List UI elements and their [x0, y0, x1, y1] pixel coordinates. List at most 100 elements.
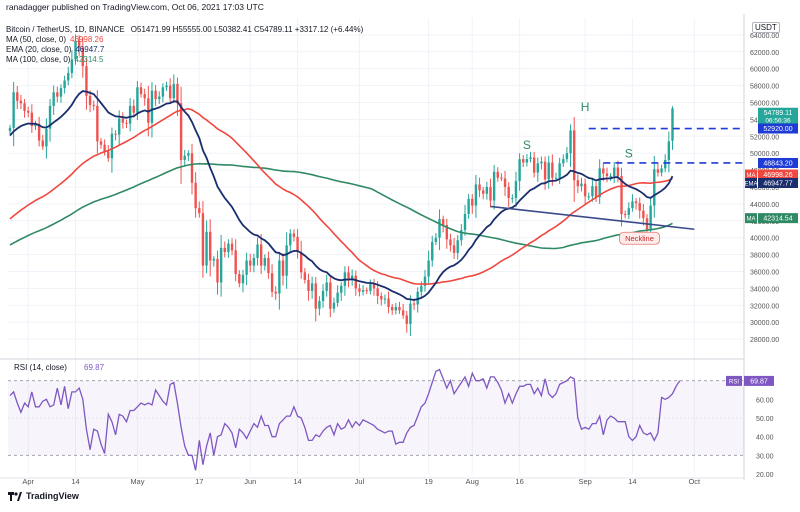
price-tick-label: 64000.00 [750, 33, 779, 40]
ma100-legend[interactable]: MA (100, close, 0) 42314.5 [6, 55, 103, 64]
candle-body [409, 303, 412, 324]
candle-body [511, 197, 514, 199]
candle-body [143, 94, 146, 99]
candle-body [128, 105, 132, 124]
pattern-annotations: Neckline S H S [490, 100, 744, 245]
candle-body [274, 291, 277, 294]
candle-body [547, 162, 550, 180]
price-label: 46947.77 [763, 180, 792, 187]
candle-body [522, 159, 525, 163]
candle-body [16, 92, 19, 101]
candle-body [449, 239, 452, 246]
price-tick-label: 32000.00 [750, 303, 779, 310]
candle-body [230, 243, 234, 251]
candle-body [518, 159, 521, 182]
candle-body [300, 252, 303, 273]
candle-body [136, 87, 139, 113]
price-label-bg [758, 157, 798, 168]
price-label-bg [758, 213, 798, 224]
candle-body [114, 133, 117, 135]
candle-body [638, 203, 641, 211]
candle-body [161, 87, 165, 97]
candle-body [59, 88, 63, 97]
candle-body [358, 288, 361, 292]
candle-body [238, 274, 241, 284]
candle-body [478, 184, 481, 191]
candle-body [77, 40, 81, 48]
candle-body [543, 161, 547, 180]
candle-body [660, 168, 663, 173]
candle-body [310, 283, 314, 291]
candle-body [576, 180, 580, 187]
candle-body [500, 177, 503, 179]
candle-body [350, 275, 354, 280]
price-tick-label: 50000.00 [750, 151, 779, 158]
candle-body [573, 130, 576, 181]
candle-body [245, 260, 248, 275]
time-tick-label: 14 [293, 477, 301, 486]
ma50-legend[interactable]: MA (50, close, 0) 46998.26 [6, 35, 103, 44]
candle-body [482, 190, 485, 194]
price-axis[interactable]: 28000.00 30000.00 32000.00 34000.00 36000.00… [743, 0, 800, 512]
candle-body [507, 187, 510, 198]
candle-body [474, 184, 478, 206]
candle-body [121, 118, 125, 123]
rsi-title: RSI (14, close) [14, 363, 67, 372]
ma50-line [9, 107, 673, 285]
candle-body [412, 303, 416, 305]
candle-body [347, 272, 350, 280]
candle-body [96, 105, 99, 142]
rsi-tick-label: 20.00 [756, 472, 774, 479]
ma50-legend-value: 46998.26 [70, 35, 104, 44]
candle-body [158, 96, 161, 100]
candle-body [336, 292, 339, 303]
ohlc-values: O51471.99 H55555.00 L50382.41 C54789.11 … [130, 25, 364, 34]
candle-body [503, 178, 507, 187]
candle-body [616, 167, 620, 177]
price-tick-label: 60000.00 [750, 67, 779, 74]
candle-body [540, 161, 543, 164]
candle-body [252, 257, 256, 266]
candle-body [623, 214, 627, 216]
candle-body [263, 257, 266, 266]
ema20-legend[interactable]: EMA (20, close, 0) 46947.7 [6, 45, 104, 54]
candle-body [318, 301, 321, 309]
rsi-axis-prefix: RSI [729, 379, 739, 385]
candle-body [496, 171, 499, 178]
candle-body [401, 310, 405, 316]
pattern-label: S [625, 146, 633, 160]
candle-body [56, 92, 59, 97]
candle-body [551, 162, 554, 178]
candle-body [591, 186, 594, 197]
candle-body [183, 155, 186, 160]
candle-body [441, 219, 445, 226]
candle-body [81, 47, 84, 67]
candle-body [642, 210, 645, 219]
price-label-countdown: 06:56:36 [765, 118, 791, 125]
time-tick-label: Sep [578, 477, 591, 486]
rsi-tick-label: 50.00 [756, 416, 774, 423]
tradingview-logo[interactable]: TradingView [8, 491, 79, 501]
price-label: 52920.00 [763, 126, 792, 133]
price-tick-label: 56000.00 [750, 101, 779, 108]
candle-body [223, 247, 226, 253]
candle-body [307, 279, 310, 291]
candle-body [438, 219, 441, 238]
candle-body [52, 92, 55, 106]
candle-body [456, 240, 459, 253]
currency-badge[interactable]: USDT [752, 22, 780, 33]
candle-body [187, 153, 190, 156]
candle-body [209, 231, 212, 261]
candle-body [416, 291, 419, 305]
price-label-bg [758, 169, 798, 180]
rsi-axis-prefix-bg [726, 375, 742, 386]
time-axis[interactable]: Apr 14 May 17 Jun 14 Jul 19 Aug 16 Sep 14 Oct [0, 477, 744, 486]
candle-body [420, 285, 423, 292]
pattern-label: S [523, 138, 531, 152]
price-tick-label: 44000.00 [750, 202, 779, 209]
candle-body [256, 244, 259, 258]
candle-body [452, 245, 456, 253]
candle-body [103, 144, 106, 152]
